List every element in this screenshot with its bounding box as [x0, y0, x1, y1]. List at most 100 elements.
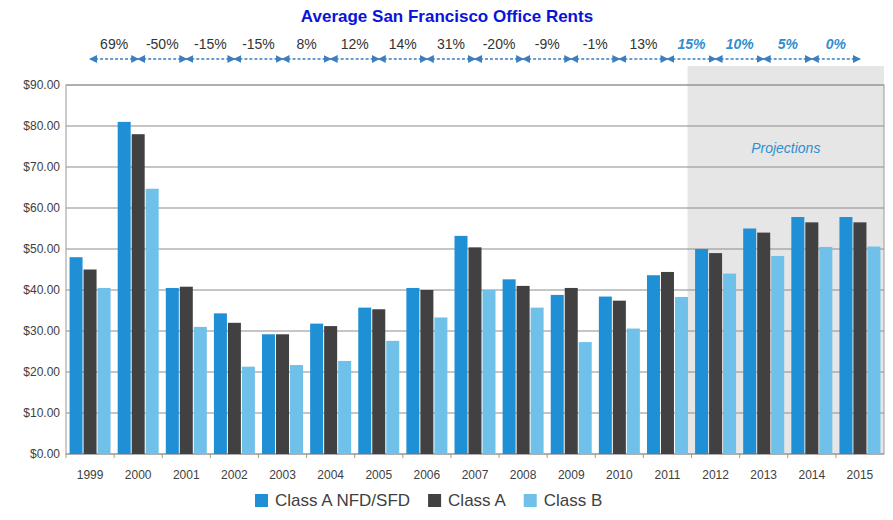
legend: Class A NFD/SFD Class A Class B [255, 491, 602, 510]
bar [743, 229, 756, 455]
bar [599, 297, 612, 454]
legend-swatch [428, 494, 441, 507]
change-arrow [667, 58, 715, 60]
change-arrow [138, 58, 186, 60]
bar [372, 309, 385, 454]
y-tick-label: $70.00 [23, 160, 60, 174]
legend-swatch [255, 494, 268, 507]
change-label: -9% [535, 36, 560, 52]
x-tick-label: 1999 [77, 468, 104, 482]
x-tick [66, 454, 67, 458]
projection-label: Projections [751, 140, 820, 156]
bar [551, 295, 564, 454]
legend-label: Class A [448, 491, 506, 510]
bar [819, 247, 832, 454]
change-label: 5% [778, 36, 799, 52]
x-tick-label: 2013 [750, 468, 777, 482]
bar [531, 308, 544, 454]
x-tick [306, 454, 307, 458]
x-tick-label: 2001 [173, 468, 200, 482]
bar [262, 334, 275, 454]
bar [675, 297, 688, 454]
grid-line [66, 167, 884, 168]
change-arrow [379, 58, 427, 60]
bar [228, 323, 241, 454]
x-tick-label: 2012 [702, 468, 729, 482]
bar [420, 290, 433, 454]
bar [455, 236, 468, 454]
change-arrow [427, 58, 475, 60]
legend-label: Class B [544, 491, 603, 510]
change-arrow [764, 58, 812, 60]
bar [166, 288, 179, 454]
bar [805, 222, 818, 454]
x-tick-label: 2009 [558, 468, 585, 482]
bar [483, 290, 496, 454]
x-tick-label: 2011 [655, 468, 681, 482]
x-tick [162, 454, 163, 458]
bar [791, 217, 804, 454]
x-tick [595, 454, 596, 458]
bar [406, 288, 419, 454]
bar [517, 286, 530, 454]
bar [647, 275, 660, 454]
bar [242, 367, 255, 454]
x-tick [643, 454, 644, 458]
x-tick-label: 2005 [365, 468, 392, 482]
bar [118, 122, 131, 454]
bar [565, 288, 578, 454]
bar [853, 222, 866, 454]
bar [310, 324, 323, 454]
x-tick-label: 2010 [606, 468, 633, 482]
legend-label: Class A NFD/SFD [275, 491, 410, 510]
legend-swatch [524, 494, 537, 507]
bar [276, 334, 289, 454]
change-label: 13% [629, 36, 657, 52]
bar [839, 217, 852, 454]
x-tick-label: 2003 [269, 468, 296, 482]
change-label: -15% [194, 36, 227, 52]
change-arrow [523, 58, 571, 60]
bar [386, 341, 399, 454]
bar [180, 287, 193, 454]
bar [132, 134, 145, 454]
change-arrow [331, 58, 379, 60]
bar [723, 274, 736, 454]
y-tick-label: $40.00 [23, 283, 60, 297]
x-tick-label: 2015 [847, 468, 874, 482]
y-tick-label: $0.00 [30, 447, 60, 461]
bar [503, 279, 516, 454]
x-tick [450, 454, 451, 458]
x-tick [258, 454, 259, 458]
bar [661, 272, 674, 454]
bar [579, 342, 592, 454]
change-label: 0% [826, 36, 847, 52]
bar [757, 233, 770, 454]
title: Average San Francisco Office Rents [301, 7, 593, 26]
x-tick [547, 454, 548, 458]
plot-frame [66, 85, 884, 454]
x-tick-label: 2000 [125, 468, 152, 482]
bar [434, 317, 447, 454]
bar [84, 270, 97, 455]
bar [338, 361, 351, 454]
x-tick [402, 454, 403, 458]
change-label: 10% [726, 36, 755, 52]
bar [146, 189, 159, 454]
chart: Projections$0.00$10.00$20.00$30.00$40.00… [0, 0, 893, 520]
bar [771, 256, 784, 454]
change-arrow [90, 58, 138, 60]
change-arrow [716, 58, 764, 60]
y-tick-label: $10.00 [23, 406, 60, 420]
bars [70, 122, 881, 454]
projection-shade [688, 66, 884, 454]
change-arrow [571, 58, 619, 60]
x-tick-label: 2007 [462, 468, 489, 482]
x-tick [114, 454, 115, 458]
change-label: -1% [583, 36, 608, 52]
change-label: -20% [483, 36, 516, 52]
x-tick-label: 2008 [510, 468, 537, 482]
bar [358, 308, 371, 454]
x-tick [691, 454, 692, 458]
change-label: -15% [242, 36, 275, 52]
